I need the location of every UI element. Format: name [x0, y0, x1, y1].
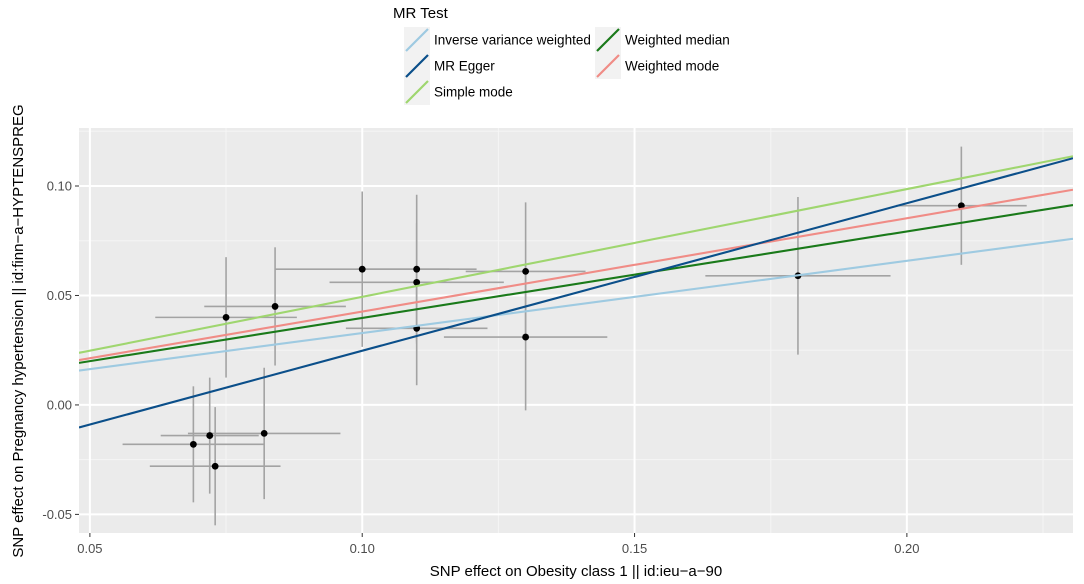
legend-title: MR Test — [393, 5, 449, 22]
fit-line-weighted-median — [79, 204, 1073, 364]
data-point — [189, 440, 197, 448]
y-tick-label: 0.00 — [47, 397, 72, 412]
legend-label: MR Egger — [434, 59, 495, 74]
data-point — [413, 265, 421, 273]
fit-line-mr-egger — [79, 157, 1073, 429]
legend-label: Weighted median — [625, 33, 730, 48]
data-point — [522, 267, 530, 275]
data-point — [222, 313, 230, 321]
legend-item: Simple mode — [404, 79, 513, 105]
legend-item: Inverse variance weighted — [404, 27, 591, 53]
regression-lines — [79, 155, 1073, 429]
data-point — [413, 278, 421, 286]
legend-item: Weighted median — [595, 27, 730, 53]
legend-label: Weighted mode — [625, 59, 719, 74]
data-point — [211, 462, 219, 470]
fit-line-weighted-mode — [79, 188, 1073, 362]
y-tick-label: -0.05 — [42, 507, 72, 522]
legend-key-line — [405, 28, 429, 52]
x-axis-title: SNP effect on Obesity class 1 || id:ieu−… — [430, 563, 722, 580]
plot-panel — [79, 128, 1073, 533]
data-point — [260, 429, 268, 437]
legend-key-line — [596, 28, 620, 52]
legend-item: MR Egger — [404, 53, 495, 79]
x-tick-label: 0.15 — [622, 541, 647, 556]
legend-item: Weighted mode — [595, 53, 719, 79]
fit-line-inverse-variance-weighted — [79, 237, 1073, 372]
x-tick-label: 0.20 — [894, 541, 919, 556]
y-tick-label: 0.10 — [47, 179, 72, 194]
data-point — [271, 303, 279, 310]
x-axis: 0.05 0.10 0.15 0.20 — [77, 533, 920, 556]
legend-key-line — [405, 80, 429, 104]
data-point — [358, 265, 366, 273]
data-point — [957, 202, 965, 210]
legend: MR Test Inverse variance weighted MR Egge… — [393, 5, 730, 105]
legend-label: Inverse variance weighted — [434, 33, 591, 48]
legend-key-line — [405, 54, 429, 78]
y-axis-title: SNP effect on Pregnancy hypertension || … — [10, 104, 27, 557]
x-tick-label: 0.10 — [350, 541, 375, 556]
legend-label: Simple mode — [434, 85, 513, 100]
x-tick-label: 0.05 — [77, 541, 102, 556]
y-axis: -0.05 0.00 0.05 0.10 — [42, 179, 79, 522]
fit-line-simple-mode — [79, 155, 1073, 354]
y-tick-label: 0.05 — [47, 288, 72, 303]
data-point — [206, 432, 214, 439]
data-point — [522, 333, 530, 341]
legend-key-line — [596, 54, 620, 78]
